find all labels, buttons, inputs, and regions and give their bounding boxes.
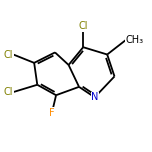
Text: CH₃: CH₃ [126, 35, 144, 45]
Text: Cl: Cl [78, 21, 88, 31]
Text: F: F [49, 108, 55, 118]
Text: Cl: Cl [4, 87, 13, 97]
Text: N: N [91, 92, 98, 102]
Text: Cl: Cl [4, 50, 13, 59]
